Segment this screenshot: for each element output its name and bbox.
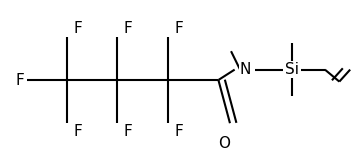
Text: F: F [124,21,132,36]
Text: F: F [73,21,82,36]
Text: N: N [240,62,251,77]
Text: F: F [174,124,183,139]
Text: F: F [73,124,82,139]
Text: O: O [218,136,230,152]
Text: Si: Si [286,62,299,77]
Text: F: F [124,124,132,139]
Text: F: F [174,21,183,36]
Text: F: F [16,72,24,88]
